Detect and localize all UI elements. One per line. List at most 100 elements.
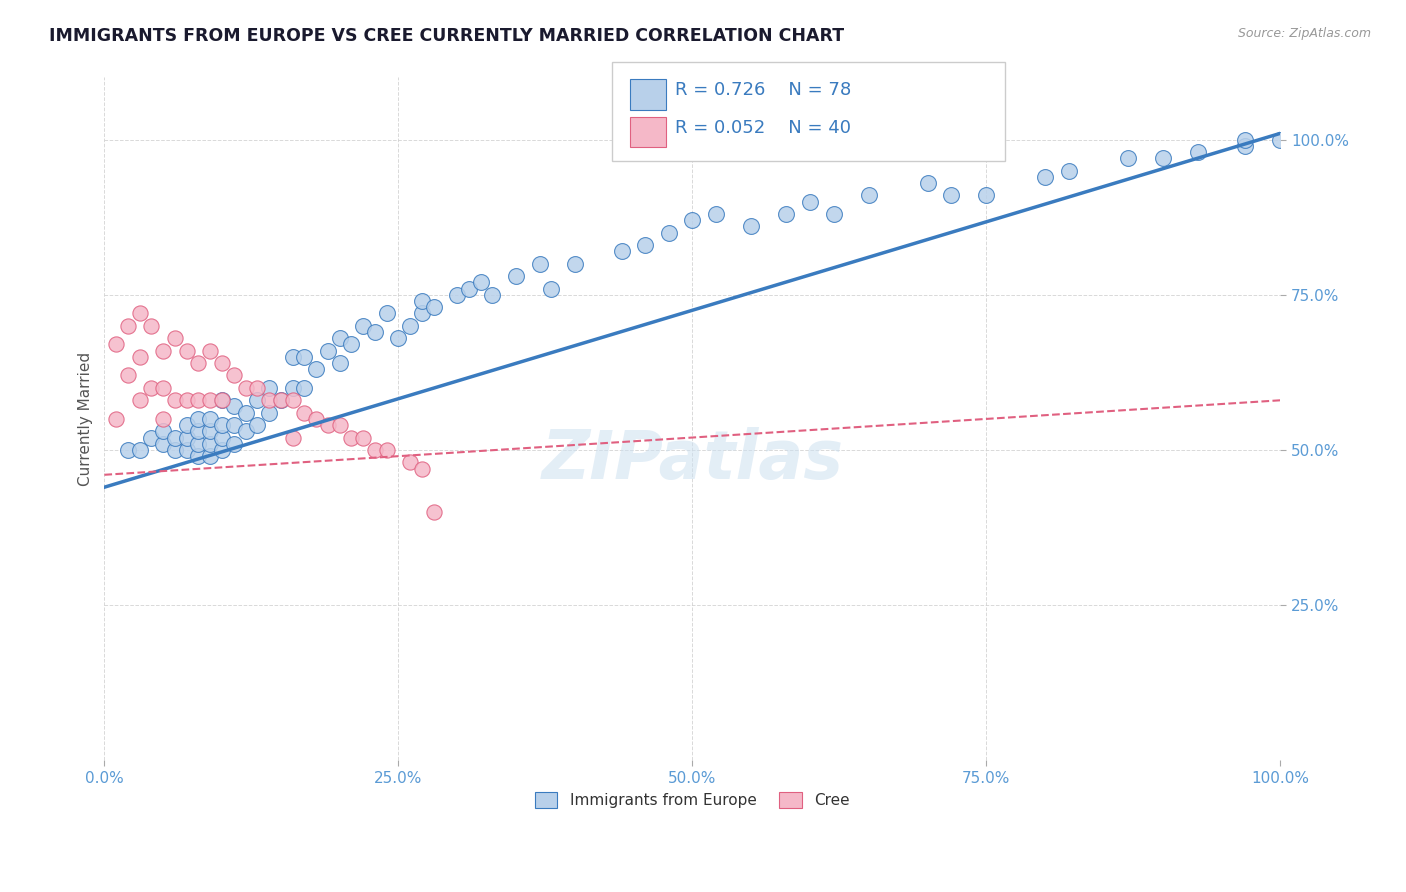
Point bbox=[200, 412, 222, 426]
Point bbox=[163, 431, 186, 445]
Point bbox=[187, 356, 209, 370]
Point bbox=[658, 226, 681, 240]
Point bbox=[211, 442, 233, 457]
Point bbox=[704, 207, 727, 221]
Point bbox=[187, 393, 209, 408]
Point bbox=[470, 276, 492, 290]
Point bbox=[422, 300, 444, 314]
Point bbox=[634, 238, 657, 252]
Point bbox=[128, 306, 150, 320]
Point bbox=[610, 244, 633, 259]
Point bbox=[281, 381, 304, 395]
Point bbox=[211, 418, 233, 433]
Point bbox=[270, 393, 292, 408]
Point bbox=[399, 455, 422, 469]
Point bbox=[211, 393, 233, 408]
Point bbox=[1116, 151, 1139, 165]
Point bbox=[411, 306, 433, 320]
Y-axis label: Currently Married: Currently Married bbox=[79, 351, 93, 486]
Point bbox=[411, 461, 433, 475]
Point bbox=[187, 412, 209, 426]
Point bbox=[292, 406, 315, 420]
Point bbox=[141, 381, 163, 395]
Point bbox=[1033, 169, 1056, 184]
Point bbox=[292, 381, 315, 395]
Point bbox=[505, 269, 527, 284]
Point bbox=[329, 418, 352, 433]
Point bbox=[281, 431, 304, 445]
Point bbox=[681, 213, 703, 227]
Text: IMMIGRANTS FROM EUROPE VS CREE CURRENTLY MARRIED CORRELATION CHART: IMMIGRANTS FROM EUROPE VS CREE CURRENTLY… bbox=[49, 27, 845, 45]
Point bbox=[163, 442, 186, 457]
Point bbox=[117, 442, 139, 457]
Point bbox=[292, 350, 315, 364]
Point bbox=[211, 356, 233, 370]
Point bbox=[305, 362, 328, 376]
Point bbox=[222, 418, 245, 433]
Point bbox=[257, 393, 280, 408]
Point bbox=[422, 505, 444, 519]
Point bbox=[364, 325, 387, 339]
Point bbox=[200, 449, 222, 463]
Point bbox=[211, 393, 233, 408]
Point bbox=[152, 343, 174, 358]
Point bbox=[187, 436, 209, 450]
Point bbox=[176, 343, 198, 358]
Point bbox=[163, 393, 186, 408]
Point bbox=[1234, 132, 1257, 146]
Point bbox=[375, 442, 398, 457]
Point bbox=[176, 431, 198, 445]
Point bbox=[281, 350, 304, 364]
Point bbox=[352, 318, 374, 333]
Point bbox=[235, 406, 257, 420]
Point bbox=[281, 393, 304, 408]
Point bbox=[152, 425, 174, 439]
Point bbox=[540, 281, 562, 295]
Point bbox=[446, 287, 468, 301]
Point bbox=[246, 418, 269, 433]
Point bbox=[976, 188, 998, 202]
Point bbox=[117, 368, 139, 383]
Point bbox=[340, 337, 363, 351]
Point bbox=[329, 331, 352, 345]
Text: R = 0.726    N = 78: R = 0.726 N = 78 bbox=[675, 81, 851, 99]
Point bbox=[128, 393, 150, 408]
Point bbox=[564, 257, 586, 271]
Point bbox=[1270, 132, 1292, 146]
Point bbox=[152, 436, 174, 450]
Point bbox=[458, 281, 481, 295]
Point bbox=[387, 331, 409, 345]
Point bbox=[200, 393, 222, 408]
Point bbox=[235, 381, 257, 395]
Point bbox=[257, 381, 280, 395]
Point bbox=[329, 356, 352, 370]
Point bbox=[211, 431, 233, 445]
Point bbox=[246, 393, 269, 408]
Point bbox=[105, 412, 128, 426]
Point bbox=[105, 337, 128, 351]
Point bbox=[316, 418, 339, 433]
Point bbox=[222, 400, 245, 414]
Point bbox=[117, 318, 139, 333]
Point bbox=[1234, 138, 1257, 153]
Point bbox=[163, 331, 186, 345]
Point bbox=[222, 368, 245, 383]
Point bbox=[235, 425, 257, 439]
Point bbox=[529, 257, 551, 271]
Point bbox=[152, 381, 174, 395]
Legend: Immigrants from Europe, Cree: Immigrants from Europe, Cree bbox=[529, 786, 856, 814]
Point bbox=[200, 436, 222, 450]
Point bbox=[200, 343, 222, 358]
Point bbox=[775, 207, 797, 221]
Point bbox=[411, 293, 433, 308]
Point bbox=[375, 306, 398, 320]
Point bbox=[128, 442, 150, 457]
Point bbox=[222, 436, 245, 450]
Point bbox=[141, 318, 163, 333]
Point bbox=[257, 406, 280, 420]
Point bbox=[316, 343, 339, 358]
Point bbox=[481, 287, 503, 301]
Text: R = 0.052    N = 40: R = 0.052 N = 40 bbox=[675, 119, 851, 136]
Point bbox=[141, 431, 163, 445]
Point bbox=[270, 393, 292, 408]
